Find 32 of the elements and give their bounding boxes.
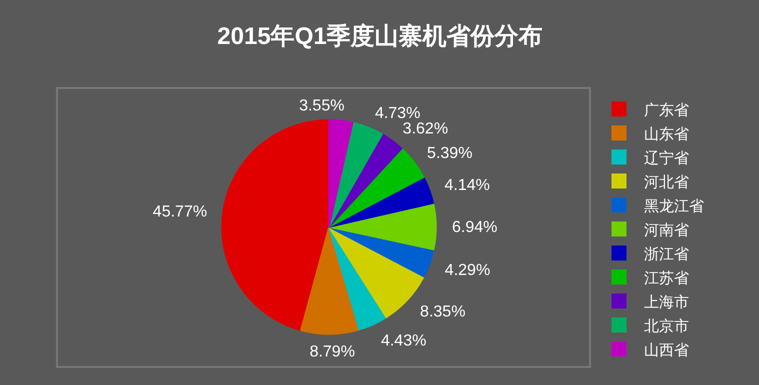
pie-slice bbox=[328, 176, 434, 228]
data-label: 8.35% bbox=[420, 304, 466, 321]
pie-slice bbox=[328, 122, 383, 228]
data-label: 4.29% bbox=[444, 262, 490, 279]
data-label: 3.62% bbox=[402, 120, 448, 138]
data-label: 45.77% bbox=[152, 204, 208, 221]
data-label: 3.55% bbox=[299, 97, 344, 114]
pie-slice bbox=[300, 226, 360, 335]
legend-label: 辽宁省 bbox=[644, 150, 689, 167]
legend-label: 广东省 bbox=[644, 102, 689, 119]
data-label: 4.73% bbox=[374, 105, 420, 122]
legend-label: 北京市 bbox=[644, 318, 689, 335]
pie-slice bbox=[221, 119, 330, 331]
legend-label: 江苏省 bbox=[644, 270, 689, 287]
legend-label: 河南省 bbox=[644, 222, 689, 239]
data-label: 6.94% bbox=[452, 219, 498, 236]
data-label: 4.14% bbox=[444, 177, 490, 194]
legend-label: 河北省 bbox=[644, 174, 689, 191]
data-label: 8.79% bbox=[310, 343, 355, 360]
pie-slice bbox=[328, 202, 437, 250]
legend-label: 山西省 bbox=[644, 342, 689, 359]
legend-label: 浙江省 bbox=[644, 246, 689, 263]
pie-slice bbox=[328, 226, 388, 330]
data-label: 4.43% bbox=[380, 332, 426, 350]
data-label: 5.39% bbox=[427, 144, 472, 162]
pie-slice bbox=[328, 148, 424, 228]
chart-title: 2015年Q1季度山寨机省份分布 bbox=[217, 23, 543, 50]
legend-label: 山东省 bbox=[644, 126, 689, 143]
legend-label: 上海市 bbox=[644, 294, 689, 311]
legend-label: 黑龙江省 bbox=[644, 198, 704, 215]
pie-slice bbox=[328, 119, 354, 228]
pie-slice bbox=[328, 226, 434, 278]
